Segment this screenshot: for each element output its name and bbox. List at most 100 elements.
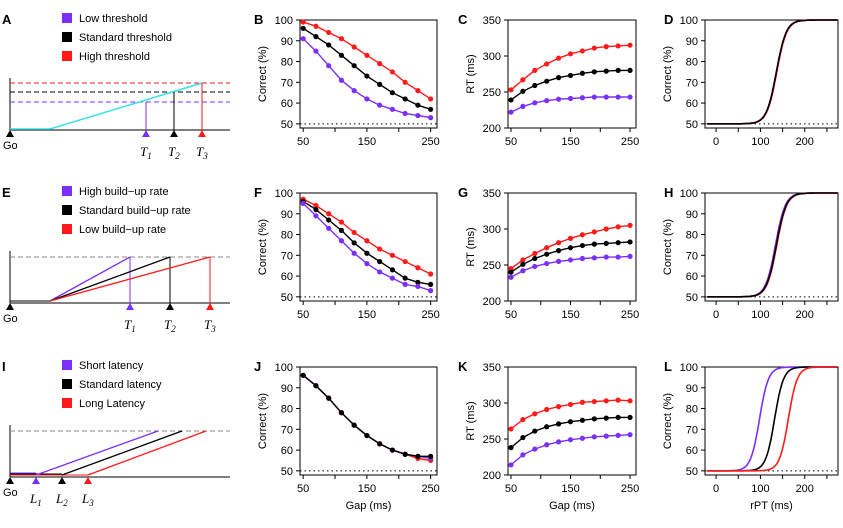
- data-point: [377, 102, 383, 108]
- data-point: [338, 227, 345, 233]
- data-point: [579, 435, 586, 441]
- data-point: [532, 428, 538, 434]
- data-point: [377, 269, 383, 275]
- panel-D: D 50 60 70 80 90 100 0 100 200 Correct (%): [662, 12, 839, 148]
- data-point: [615, 397, 621, 403]
- panel-label: C: [458, 12, 468, 27]
- data-point: [508, 445, 514, 451]
- data-point: [520, 88, 526, 94]
- panel-C: C 200 250 300 350 50 150 250 RT (ms): [458, 12, 639, 148]
- data-point: [520, 434, 526, 441]
- latency-arrow-icon: [32, 477, 40, 484]
- data-point: [627, 253, 633, 259]
- data-point: [544, 442, 550, 448]
- x-tick-label: 200: [796, 483, 814, 495]
- data-point: [428, 271, 434, 277]
- plot-frame: [299, 366, 438, 476]
- data-point: [364, 96, 370, 102]
- data-point: [428, 96, 434, 102]
- data-point: [326, 217, 332, 223]
- accumulator-trace: [10, 82, 203, 130]
- y-tick-label: 60: [281, 271, 293, 283]
- schematic-E: E High build−up rate Standard build−up rat…: [2, 185, 230, 334]
- data-point: [313, 207, 319, 213]
- panel-H: H 50 60 70 80 90 100 0 100 200 Correct (%): [662, 185, 839, 321]
- data-point: [627, 67, 633, 73]
- data-point: [364, 52, 370, 58]
- data-point: [415, 283, 421, 290]
- x-axis-label: rPT (ms): [750, 500, 793, 512]
- x-axis-label: Gap (ms): [549, 500, 595, 512]
- data-point: [615, 67, 621, 73]
- data-point: [351, 240, 357, 246]
- y-tick-label: 80: [686, 230, 698, 242]
- plot-frame: [704, 19, 839, 129]
- y-axis-label: Correct (%): [662, 393, 674, 449]
- x-tick-label: 150: [358, 483, 376, 495]
- y-tick-label: 80: [686, 57, 698, 69]
- data-point: [364, 432, 370, 439]
- data-point: [556, 421, 562, 427]
- data-point: [567, 257, 574, 263]
- data-point: [300, 19, 306, 25]
- data-point: [556, 439, 562, 445]
- marker-letter: T: [124, 317, 132, 332]
- cdf-curve: [707, 366, 838, 472]
- x-tick-label: 50: [297, 483, 309, 495]
- data-point: [615, 224, 621, 230]
- threshold-arrow-icon: [206, 303, 214, 310]
- threshold-marker-label: T2: [168, 144, 180, 161]
- data-point: [389, 275, 395, 281]
- plot-frame: [299, 192, 438, 302]
- panel-label: F: [254, 185, 262, 200]
- legend-swatch: [62, 379, 72, 389]
- panel-label: K: [458, 359, 468, 374]
- x-tick-label: 50: [297, 309, 309, 321]
- data-point: [326, 211, 332, 217]
- data-point: [544, 78, 550, 84]
- accumulator-trace: [49, 256, 131, 302]
- schematic-A: A Low threshold Standard threshold High thr…: [2, 12, 230, 161]
- marker-subscript: 3: [202, 151, 208, 161]
- panel-label: E: [2, 185, 11, 200]
- data-point: [377, 258, 383, 265]
- data-point: [520, 268, 526, 274]
- cdf-curve: [707, 19, 838, 125]
- threshold-marker-label: L1: [29, 491, 42, 508]
- data-point: [300, 372, 306, 378]
- y-tick-label: 200: [483, 470, 501, 482]
- data-point: [544, 424, 550, 430]
- data-point: [402, 79, 408, 85]
- data-point: [415, 265, 421, 271]
- data-point: [567, 51, 574, 57]
- legend-swatch: [62, 205, 72, 215]
- data-point: [520, 261, 526, 267]
- data-point: [377, 81, 383, 87]
- data-point: [508, 269, 514, 275]
- data-point: [389, 69, 395, 75]
- data-point: [579, 255, 586, 262]
- y-tick-label: 60: [281, 98, 293, 110]
- y-tick-label: 300: [483, 224, 501, 236]
- panel-label: H: [664, 185, 673, 200]
- series-line: [302, 21, 431, 100]
- threshold-arrow-icon: [166, 303, 174, 310]
- x-tick-label: 250: [421, 136, 439, 148]
- data-point: [603, 398, 609, 404]
- threshold-arrow-icon: [142, 130, 150, 137]
- data-point: [615, 414, 621, 420]
- accumulator-trace: [49, 256, 211, 302]
- data-point: [627, 94, 633, 100]
- data-point: [313, 48, 319, 54]
- data-point: [603, 44, 609, 50]
- data-point: [556, 55, 562, 61]
- go-arrow-icon: [6, 130, 14, 137]
- marker-letter: L: [55, 491, 63, 506]
- y-tick-label: 90: [686, 209, 698, 221]
- panel-label: L: [664, 359, 672, 374]
- x-tick-label: 200: [796, 309, 814, 321]
- data-point: [532, 263, 538, 270]
- data-point: [627, 42, 633, 48]
- y-tick-label: 50: [281, 292, 293, 304]
